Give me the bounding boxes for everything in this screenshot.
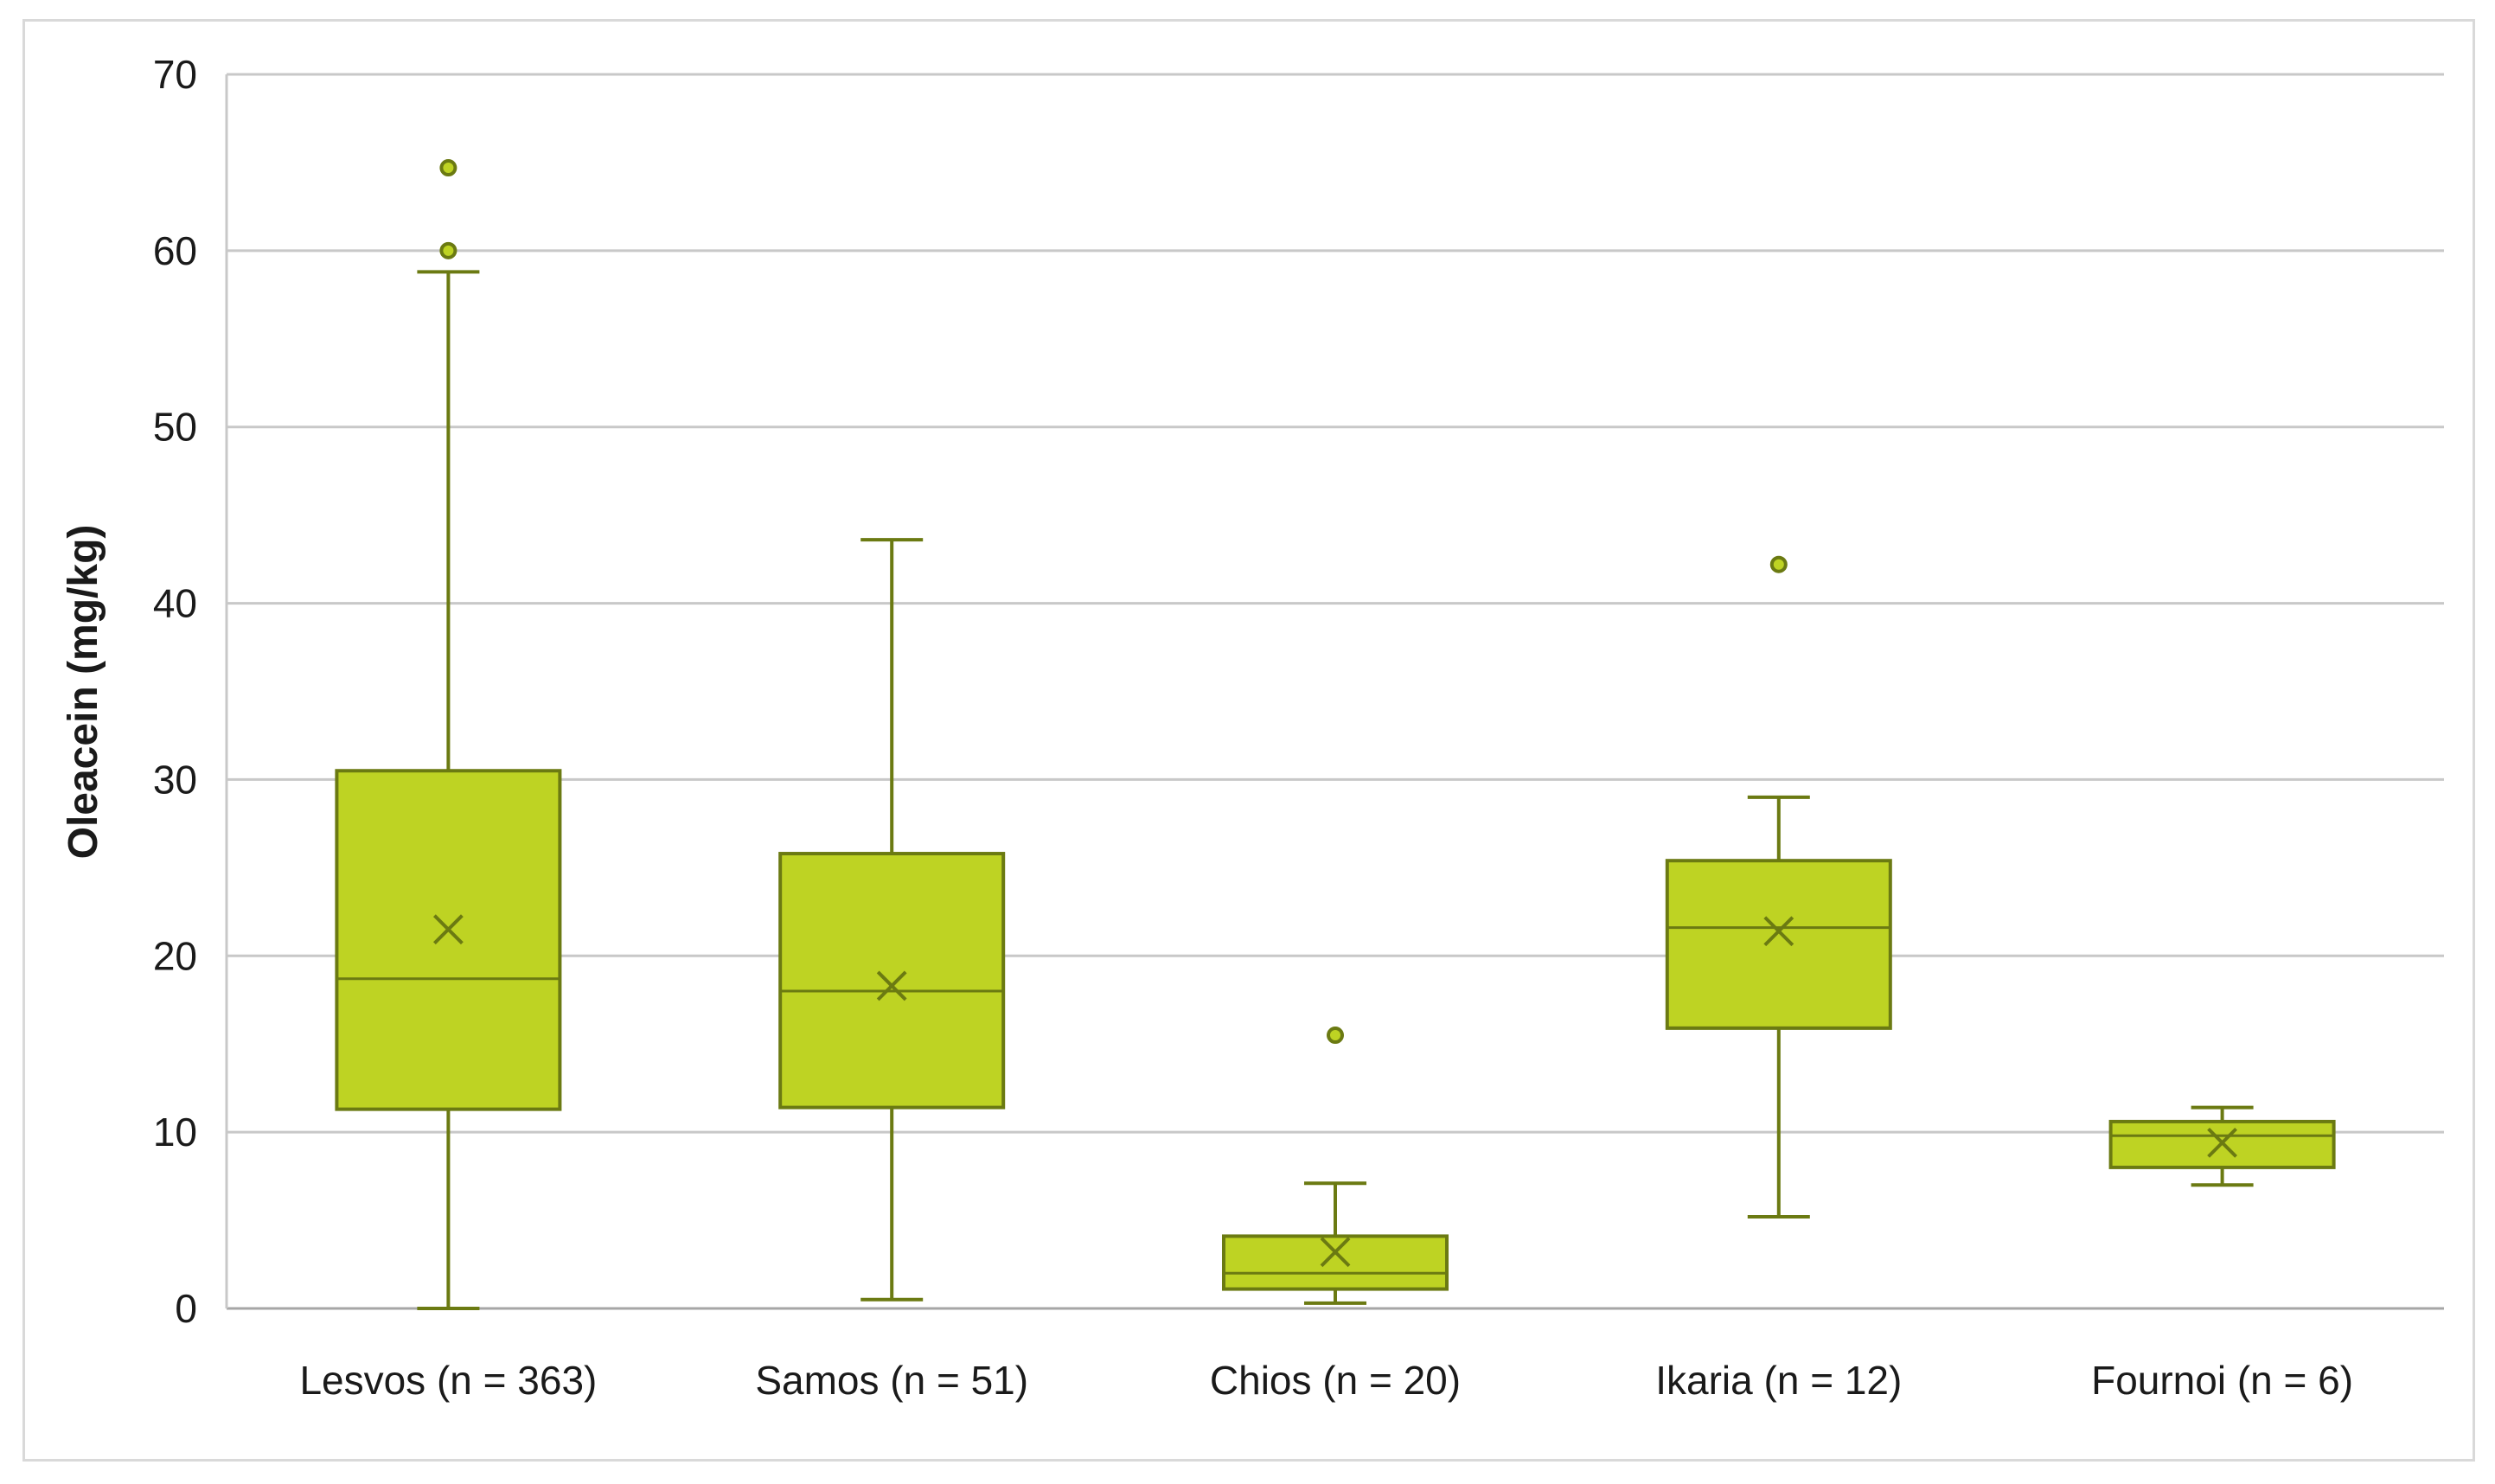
y-axis-label: Oleacein (mg/kg) (61, 525, 106, 860)
y-tick-label-10: 10 (153, 1110, 197, 1155)
x-tick-labels: Lesvos (n = 363) Samos (n = 51) Chios (n =… (299, 1358, 2353, 1403)
y-tick-label-70: 70 (153, 52, 197, 97)
x-tick-label-4: Ikaria (n = 12) (1655, 1358, 1902, 1403)
iqr-box (335, 769, 562, 1111)
outlier-point-1 (1769, 555, 1788, 573)
y-tick-label-50: 50 (153, 405, 197, 450)
y-tick-label-0: 0 (175, 1286, 197, 1331)
gridlines (225, 73, 2444, 1310)
outlier-point-2 (439, 159, 457, 177)
x-tick-label-1: Lesvos (n = 363) (299, 1358, 597, 1403)
mean-marker (876, 970, 907, 1001)
box-5 (2108, 1105, 2336, 1187)
outlier-point-1 (1327, 1027, 1344, 1045)
y-tick-labels: 0 10 20 30 40 50 60 70 (153, 52, 197, 1331)
box-1 (335, 159, 562, 1310)
box-series (335, 159, 2336, 1310)
x-tick-label-2: Samos (n = 51) (755, 1358, 1028, 1403)
y-tick-label-20: 20 (153, 933, 197, 978)
box-3 (1222, 1027, 1449, 1305)
y-tick-label-40: 40 (153, 581, 197, 626)
mean-marker (2207, 1127, 2238, 1158)
box-4 (1665, 555, 1892, 1219)
mean-marker (1763, 916, 1794, 947)
mean-marker (1320, 1237, 1351, 1268)
mean-marker (432, 914, 464, 945)
iqr-box (1665, 859, 1892, 1030)
chart-frame (22, 19, 2475, 1462)
box-2 (778, 538, 1006, 1302)
x-tick-label-3: Chios (n = 20) (1210, 1358, 1461, 1403)
outlier-point-1 (439, 241, 457, 259)
y-tick-label-30: 30 (153, 757, 197, 802)
x-tick-label-5: Fournoi (n = 6) (2091, 1358, 2353, 1403)
iqr-box (1222, 1234, 1449, 1291)
y-tick-label-60: 60 (153, 228, 197, 273)
iqr-box (778, 852, 1006, 1110)
